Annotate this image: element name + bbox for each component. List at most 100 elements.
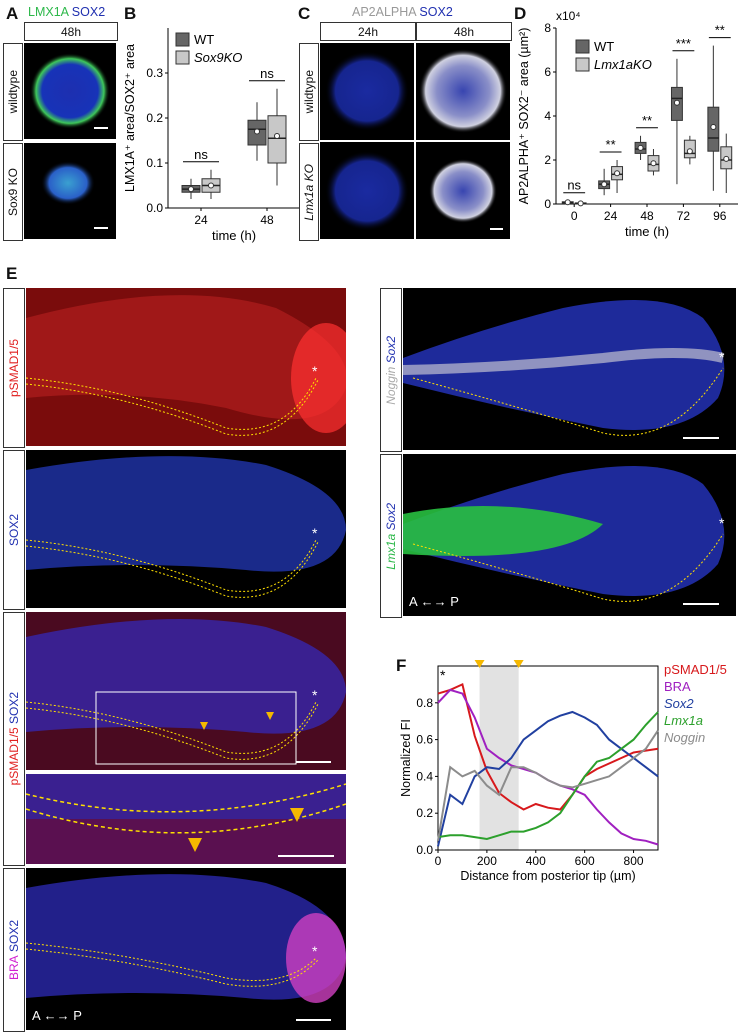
mean-point — [564, 199, 571, 206]
panel-e-row-bra: BRA SOX2 — [3, 868, 25, 1032]
psmad-image: * — [26, 288, 346, 446]
legend-label-Lmx1a: Lmx1a — [664, 713, 703, 728]
y-tick-label: 0.4 — [416, 769, 433, 783]
sox9ko-lmx1a-colony — [41, 161, 95, 205]
posterior-asterisk: * — [440, 667, 446, 683]
panel-c-image-grid — [320, 43, 510, 239]
sox2-tissue: * — [26, 450, 346, 608]
panel-b-label: B — [124, 4, 137, 23]
x-tick-label: 0 — [571, 209, 578, 223]
arrowhead-marker — [188, 838, 202, 852]
box-Sox9KO — [267, 115, 287, 164]
y-tick-label: 0.3 — [146, 66, 163, 80]
posterior-asterisk: * — [312, 363, 318, 379]
mean-point — [577, 200, 584, 207]
series-line-Lmx1a — [437, 711, 659, 841]
noggin-tissue: * — [403, 288, 736, 450]
mean-point — [614, 170, 621, 177]
mean-point — [723, 155, 730, 162]
series-line-Noggin — [437, 729, 659, 841]
legend-label-Noggin: Noggin — [664, 730, 705, 745]
mean-point — [686, 148, 693, 155]
lmx1a-image: * A ←→ P — [403, 454, 736, 616]
panel-c-time-48h: 48h — [416, 22, 512, 41]
significance-label: ** — [606, 137, 616, 152]
legend-swatch — [575, 57, 590, 72]
legend-label: WT — [594, 39, 614, 54]
posterior-asterisk: * — [312, 687, 318, 703]
x-tick-label: 24 — [604, 209, 618, 223]
legend-label: Sox9KO — [194, 50, 242, 65]
panel-e-row-psmad: pSMAD1/5 — [3, 288, 25, 448]
significance-label: *** — [676, 36, 691, 51]
x-tick-label: 72 — [677, 209, 691, 223]
legend-label-BRA: BRA — [664, 679, 691, 694]
panel-e-row-noggin: Noggin Sox2 — [380, 288, 402, 452]
legend-swatch — [175, 32, 190, 47]
series-line-pSMAD1/5 — [437, 682, 659, 811]
panel-d-label: D — [514, 4, 527, 23]
legend-label: Lmx1aKO — [594, 57, 652, 72]
x-tick-label: 0 — [435, 854, 442, 868]
y-tick-label: 0.0 — [416, 843, 433, 857]
mean-point — [710, 124, 717, 130]
x-tick-label: 96 — [713, 209, 727, 223]
stain-sox2: SOX2 — [71, 5, 106, 19]
panel-e-label: E — [6, 264, 18, 283]
panel-c-label: C — [298, 4, 311, 23]
panel-a-stain-header: LMX1A SOX2 — [28, 5, 105, 19]
psmad-tissue: * — [26, 288, 346, 446]
scale-bar — [94, 127, 108, 129]
x-axis-title: time (h) — [212, 228, 256, 243]
mean-point — [254, 128, 260, 135]
sox2-image: * — [26, 450, 346, 608]
posterior-asterisk: * — [719, 515, 725, 531]
posterior-asterisk: * — [312, 943, 318, 959]
ap2alpha-colonies — [320, 43, 510, 239]
mean-point — [188, 186, 194, 193]
legend-swatch — [175, 50, 190, 65]
significance-label: ns — [194, 147, 208, 162]
y-tick-label: 0.2 — [416, 806, 433, 820]
plot-frame — [437, 665, 659, 851]
stain-sox2: SOX2 — [419, 5, 453, 19]
x-tick-label: 48 — [260, 213, 274, 227]
significance-label: ns — [260, 66, 274, 81]
y-axis-title: AP2ALPHA⁺ SOX2⁻ area (µm²) — [517, 28, 531, 205]
panel-a-wildtype-image — [24, 43, 116, 139]
bra-image: * A ←→ P — [26, 868, 346, 1030]
y-tick-label: 2 — [544, 153, 551, 167]
mean-point — [208, 182, 214, 189]
lmx1a-tissue: * — [403, 454, 736, 616]
y-tick-label: 0.1 — [146, 156, 163, 170]
panel-a-row-wildtype: wildtype — [3, 43, 23, 141]
y-tick-label: 8 — [544, 21, 551, 35]
merge-inset — [26, 774, 346, 864]
ap-axis-indicator: A ←→ P — [409, 594, 459, 609]
panel-f-label: F — [396, 656, 407, 675]
y-tick-label: 0.2 — [146, 111, 163, 125]
panel-a-row-sox9ko: Sox9 KO — [3, 143, 23, 241]
x-axis-title: Distance from posterior tip (µm) — [460, 869, 635, 883]
x-tick-label: 400 — [526, 854, 546, 868]
panel-c-row-wildtype: wildtype — [299, 43, 319, 141]
y-tick-label: 0.0 — [146, 201, 163, 215]
mean-point — [601, 181, 608, 188]
mean-point — [274, 133, 280, 139]
bra-tissue: * — [26, 868, 346, 1030]
posterior-asterisk: * — [312, 525, 318, 541]
arrowhead-marker — [290, 808, 304, 822]
y-axis-title: LMX1A⁺ area/SOX2⁺ area — [123, 44, 137, 192]
legend-label-pSMAD1/5: pSMAD1/5 — [664, 662, 727, 677]
panel-e-row-lmx1a: Lmx1a Sox2 — [380, 454, 402, 618]
stain-ap2alpha: AP2ALPHA — [352, 5, 416, 19]
significance-label: ** — [715, 23, 725, 38]
mean-point — [673, 99, 680, 106]
mean-point — [650, 160, 657, 167]
legend-label-Sox2: Sox2 — [664, 696, 694, 711]
panel-c-stain-header: AP2ALPHA SOX2 — [352, 5, 453, 19]
panel-c-row-lmx1ako: Lmx1a KO — [299, 143, 319, 241]
mean-point — [637, 144, 644, 151]
y-tick-label: 0 — [544, 197, 551, 211]
